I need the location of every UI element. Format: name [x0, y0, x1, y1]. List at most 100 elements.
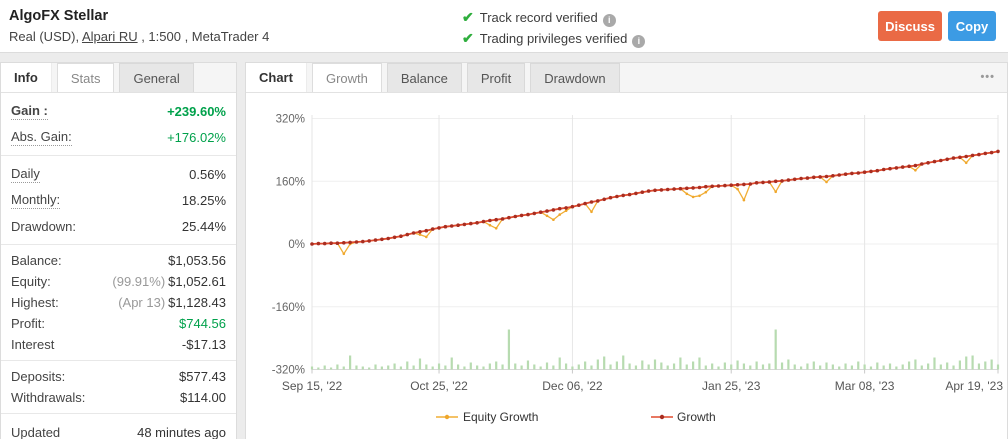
volume-bar — [742, 363, 746, 370]
sidebar-tab-info[interactable]: Info — [1, 63, 52, 92]
legend-item[interactable]: Equity Growth — [436, 410, 538, 424]
chart-tab-profit[interactable]: Profit — [466, 63, 526, 92]
volume-bar — [685, 364, 688, 370]
growth-line — [311, 150, 999, 245]
growth-point — [869, 169, 873, 174]
stat-row: Gain : +239.60% — [1, 98, 236, 124]
growth-point — [596, 199, 600, 203]
growth-point — [354, 240, 359, 244]
broker-link[interactable]: Alpari RU — [81, 29, 138, 44]
volume-bar — [463, 366, 466, 370]
volume-bar — [349, 355, 352, 370]
growth-point — [894, 166, 899, 170]
growth-point — [685, 186, 689, 191]
volume-bar — [482, 366, 485, 370]
volume-bar — [711, 363, 714, 370]
stat-label: Equity: — [11, 274, 51, 289]
growth-point — [310, 242, 314, 246]
volume-bar — [780, 362, 784, 370]
growth-point — [380, 237, 384, 242]
sidebar-tab-general[interactable]: General — [119, 63, 194, 92]
growth-point — [996, 149, 1000, 154]
equity-growth-point — [704, 190, 708, 194]
stat-label[interactable]: Monthly: — [11, 191, 61, 209]
stat-label[interactable]: Daily — [11, 165, 40, 183]
growth-chart[interactable]: 320% 160% 0% -160% -320% Sep 15, '22 Oct 25, '… — [246, 93, 1007, 439]
info-icon[interactable]: i — [632, 35, 646, 48]
legend-marker-dot — [444, 414, 450, 420]
copy-button[interactable]: Copy — [948, 11, 996, 41]
stat-label[interactable]: Gain : — [11, 102, 48, 120]
volume-bar — [996, 364, 1000, 370]
equity-growth-point — [698, 194, 701, 198]
chart-tab-balance[interactable]: Balance — [386, 63, 462, 92]
volume-bar — [825, 362, 828, 370]
equity-growth-point — [488, 223, 492, 227]
stat-row: Profit: $744.56 — [1, 313, 236, 334]
panel-menu-icon[interactable]: ••• — [980, 71, 995, 83]
growth-point — [615, 194, 619, 199]
volume-bar — [901, 364, 904, 370]
volume-bar — [329, 367, 333, 370]
chart-tab-chart[interactable]: Chart — [246, 63, 307, 92]
stat-label: Highest: — [11, 295, 59, 310]
chart-tab-drawdown[interactable]: Drawdown — [530, 63, 620, 92]
volume-bar — [431, 366, 434, 370]
volume-bar — [596, 359, 599, 370]
growth-point — [710, 184, 714, 189]
volume-bar — [552, 365, 555, 370]
volume-bar — [838, 366, 841, 370]
account-title: AlgoFX Stellar — [9, 8, 109, 24]
stat-row: Interest -$17.13 — [1, 334, 236, 355]
growth-point — [799, 176, 803, 181]
stats-group: Updated 48 minutes ago — [1, 414, 236, 439]
equity-growth-point — [545, 214, 549, 218]
growth-point — [532, 211, 537, 216]
growth-point — [564, 206, 568, 210]
equity-growth-point — [685, 192, 689, 196]
volume-bar — [971, 355, 974, 370]
growth-point — [342, 241, 346, 245]
volume-bar — [755, 361, 758, 370]
growth-point — [735, 183, 740, 187]
growth-point — [437, 226, 441, 230]
sidebar-tab-stats[interactable]: Stats — [56, 63, 115, 92]
volume-bar — [374, 364, 377, 370]
volume-bar — [526, 360, 530, 370]
growth-point — [742, 182, 746, 187]
stat-value: $577.43 — [179, 369, 226, 384]
stats-group: Deposits: $577.43 Withdrawals: $114.00 — [1, 361, 236, 414]
volume-bar — [539, 366, 542, 370]
growth-point — [430, 227, 435, 231]
equity-growth-point — [742, 198, 746, 202]
equity-growth-point — [418, 233, 422, 236]
x-tick-label: Jan 25, '23 — [702, 379, 761, 393]
growth-point — [983, 151, 988, 156]
verified-line: ✔ Trading privileges verified i — [462, 28, 646, 49]
volume-bar — [323, 365, 326, 370]
growth-point — [507, 215, 511, 220]
volume-bar — [444, 365, 447, 370]
growth-point — [424, 228, 429, 233]
volume-bar — [406, 361, 409, 370]
growth-point — [818, 175, 822, 179]
volume-bar — [863, 364, 866, 370]
growth-point — [773, 179, 778, 184]
growth-chart-svg[interactable]: 320% 160% 0% -160% -320% Sep 15, '22 Oct 25, '… — [246, 93, 1007, 439]
discuss-button[interactable]: Discuss — [878, 11, 942, 41]
growth-point — [907, 164, 911, 169]
growth-point — [697, 185, 702, 190]
volume-bar — [609, 364, 612, 370]
y-tick-label: -320% — [272, 365, 305, 377]
growth-point — [926, 161, 930, 165]
info-icon[interactable]: i — [602, 14, 616, 27]
volume-bar — [977, 363, 981, 370]
legend-item[interactable]: Growth — [651, 410, 716, 424]
chart-tab-growth[interactable]: Growth — [311, 63, 382, 92]
stat-label[interactable]: Abs. Gain: — [11, 128, 72, 146]
growth-point — [335, 241, 340, 245]
growth-point — [900, 165, 905, 169]
volume-bar — [628, 363, 631, 370]
growth-point — [659, 188, 664, 192]
